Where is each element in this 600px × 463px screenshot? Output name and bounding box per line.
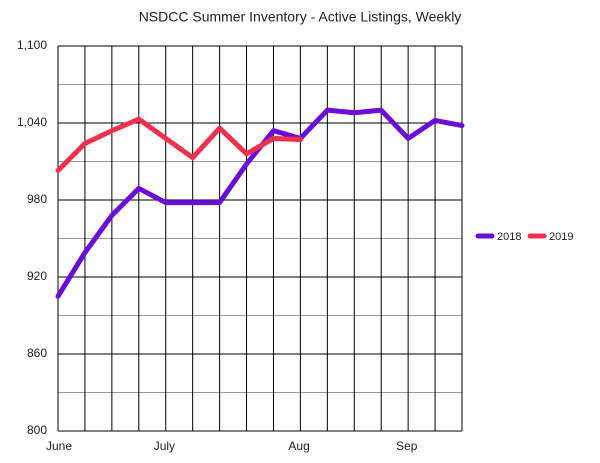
y-tick-label: 1,040 [17, 115, 47, 129]
chart-title: NSDCC Summer Inventory - Active Listings… [139, 9, 462, 25]
x-tick-label: June [46, 439, 72, 453]
y-tick-label: 800 [27, 423, 47, 437]
legend-label: 2018 [497, 231, 521, 243]
x-tick-label: Sep [396, 439, 418, 453]
y-tick-label: 980 [27, 192, 47, 206]
series-line [55, 107, 465, 299]
x-tick-label: July [154, 439, 175, 453]
legend-label: 2019 [549, 231, 573, 243]
y-tick-label: 1,100 [17, 38, 47, 52]
series-line [55, 116, 303, 173]
y-tick-label: 860 [27, 346, 47, 360]
y-tick-label: 920 [27, 269, 47, 283]
x-tick-label: Aug [288, 439, 309, 453]
